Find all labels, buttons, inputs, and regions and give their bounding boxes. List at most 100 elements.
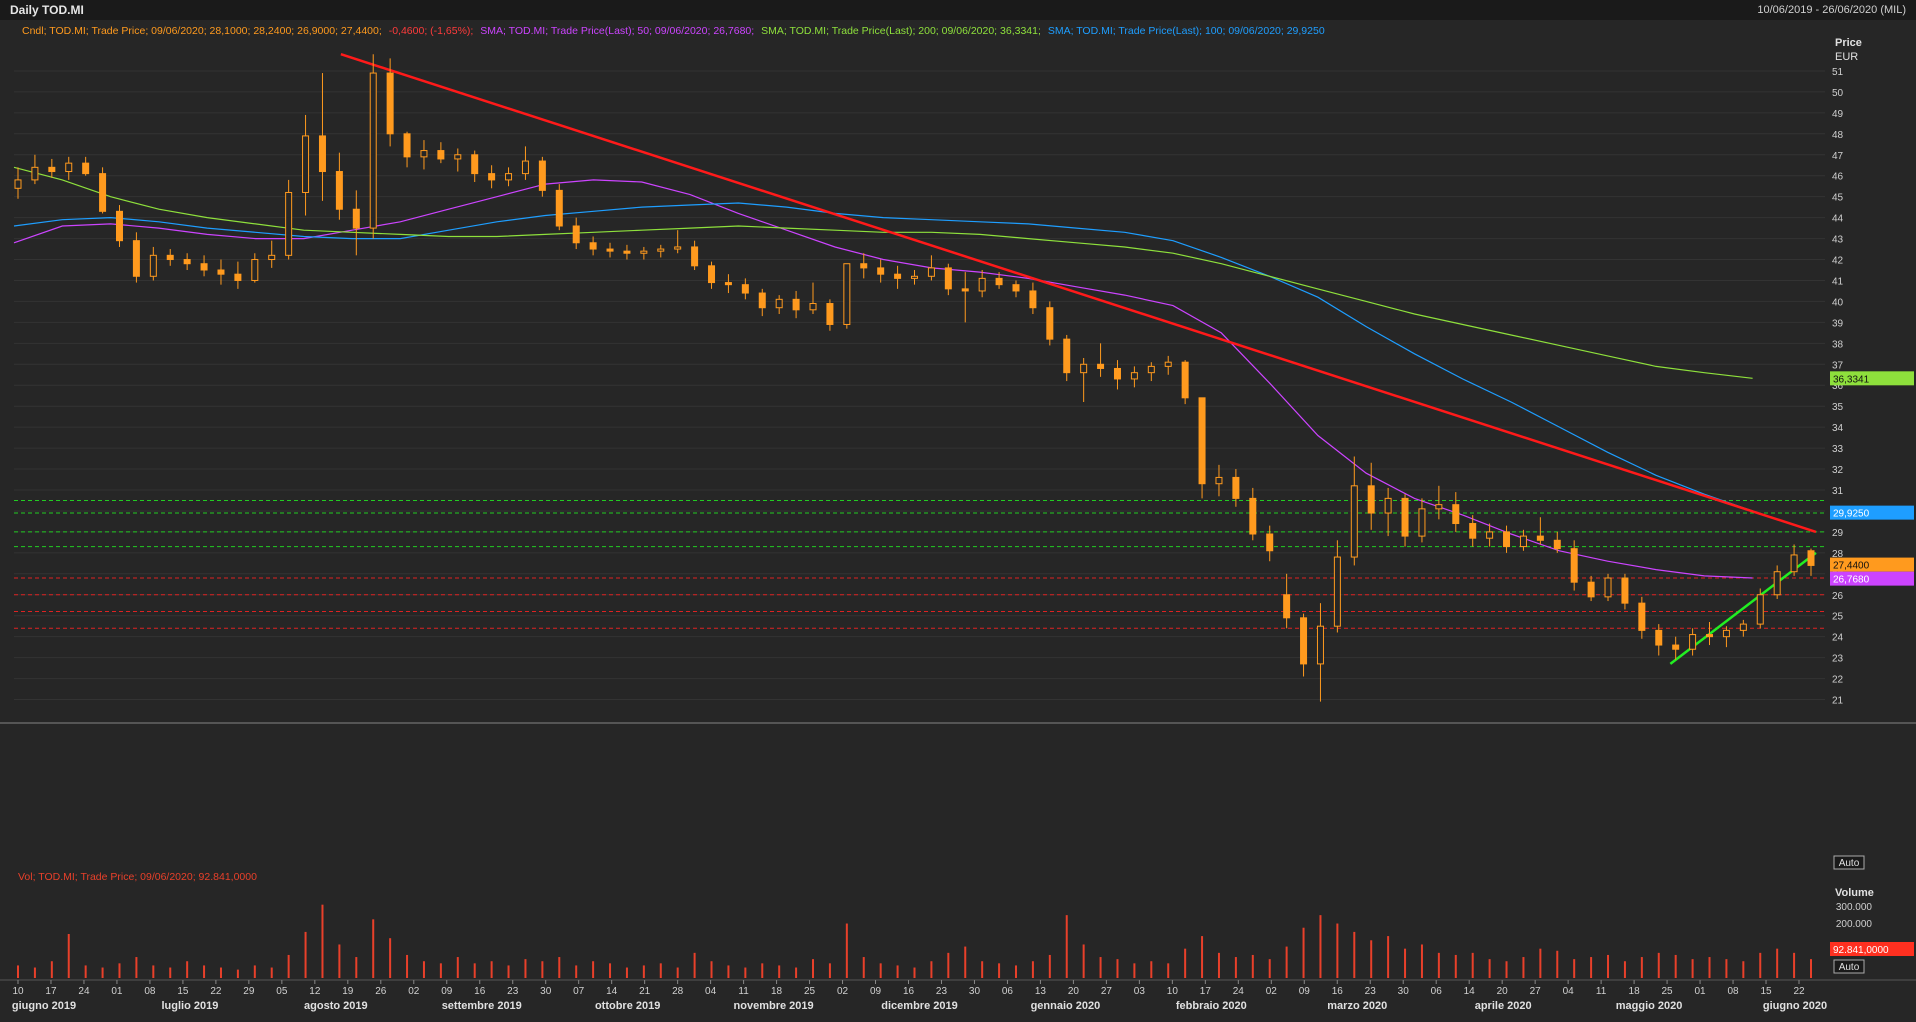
legend-candle: Cndl; TOD.MI; Trade Price; 09/06/2020; 2…: [22, 25, 1325, 37]
volume-bar: [1133, 963, 1136, 978]
volume-bar: [1082, 944, 1085, 978]
value-tag-text: 36,3341: [1833, 374, 1870, 385]
volume-bar: [1573, 959, 1576, 978]
candle-body: [572, 225, 580, 244]
price-axis-title: Price: [1835, 37, 1862, 49]
candle-body: [166, 254, 174, 261]
value-tag-text: 27,4400: [1833, 561, 1870, 572]
month-label: dicembre 2019: [881, 1000, 957, 1012]
price-chart[interactable]: 21 22 23 24 25 26 27 28 29 30 31 32 33 34 35 36 37 38 39 40…: [0, 20, 1916, 1022]
day-label: 14: [606, 986, 618, 997]
volume-bar: [710, 961, 713, 978]
day-label: 24: [1233, 986, 1245, 997]
candle-body: [14, 179, 22, 189]
candle-body: [369, 72, 377, 229]
candle-body: [538, 160, 546, 191]
auto-scale-button-volume[interactable]: Auto: [1833, 959, 1865, 974]
candle-body: [1469, 523, 1477, 539]
auto-scale-button-price[interactable]: Auto: [1833, 855, 1865, 870]
price-tick-label: 47: [1832, 151, 1844, 162]
downtrend-line: [340, 53, 1817, 534]
candle-body: [1655, 629, 1663, 646]
volume-bar: [676, 967, 679, 978]
candle-body: [403, 133, 411, 158]
month-label: aprile 2020: [1475, 1000, 1532, 1012]
day-label: 13: [1035, 986, 1047, 997]
day-label: 30: [540, 986, 552, 997]
sma-line-200: [13, 166, 1753, 379]
candle-body: [132, 240, 140, 277]
volume-bar: [1793, 952, 1796, 978]
volume-bar: [1691, 959, 1694, 978]
candle-body: [1722, 629, 1730, 638]
volume-bar: [1590, 957, 1593, 978]
candle-body: [1130, 372, 1138, 380]
volume-bar: [879, 963, 882, 978]
day-label: 02: [837, 986, 849, 997]
candle-body: [1503, 531, 1511, 548]
volume-bar: [101, 967, 104, 978]
volume-bar: [355, 957, 358, 978]
volume-bar: [1251, 954, 1254, 978]
day-label: 12: [309, 986, 321, 997]
volume-bar: [592, 961, 595, 978]
chart-title: Daily TOD.MI: [10, 3, 84, 17]
candle-body: [809, 303, 817, 311]
day-label: 03: [1134, 986, 1146, 997]
candle-body: [708, 265, 716, 284]
day-label: 02: [1266, 986, 1278, 997]
price-tick-label: 46: [1832, 172, 1844, 183]
day-label: 10: [12, 986, 24, 997]
price-tick-label: 32: [1832, 465, 1844, 476]
day-label: 21: [639, 986, 651, 997]
day-label: 26: [375, 986, 387, 997]
value-tag-sma100: [1830, 505, 1914, 520]
day-label: 29: [243, 986, 255, 997]
candle-body: [352, 208, 360, 229]
candle-body: [521, 160, 529, 175]
day-label: 30: [969, 986, 981, 997]
volume-bar: [152, 965, 155, 978]
price-tick-label: 40: [1832, 297, 1844, 308]
volume-bar: [575, 965, 578, 978]
volume-bar: [642, 965, 645, 978]
price-tick-label: 48: [1832, 130, 1844, 141]
date-range: 10/06/2019 - 26/06/2020 (MIL): [1757, 4, 1906, 16]
volume-bar: [1031, 961, 1034, 978]
candle-body: [1638, 602, 1646, 631]
candle-body: [99, 173, 107, 212]
price-tick-label: 25: [1832, 612, 1844, 623]
candle-body: [1097, 363, 1105, 369]
day-label: 18: [1629, 986, 1641, 997]
candle-body: [894, 273, 902, 279]
volume-bar: [1522, 957, 1525, 978]
candle-body: [1147, 365, 1155, 374]
volume-bar: [795, 967, 798, 978]
volume-bar: [896, 965, 899, 978]
candle-body: [961, 288, 969, 292]
day-label: 08: [144, 986, 156, 997]
candle-body: [691, 246, 699, 267]
volume-bar: [1387, 936, 1390, 978]
candle-body: [31, 166, 39, 181]
candle-body: [454, 154, 462, 160]
day-label: 17: [1200, 986, 1212, 997]
day-label: 04: [705, 986, 717, 997]
candle-body: [555, 189, 563, 227]
volume-bar: [456, 957, 459, 978]
volume-bar: [439, 963, 442, 978]
volume-bar: [1505, 961, 1508, 978]
volume-bar: [727, 965, 730, 978]
day-label: 06: [1002, 986, 1014, 997]
value-tag-text: 92.841,0000: [1833, 945, 1889, 956]
candle-body: [268, 254, 276, 261]
volume-bar: [1319, 915, 1322, 978]
day-label: 17: [45, 986, 57, 997]
month-label: agosto 2019: [304, 1000, 368, 1012]
volume-bar: [406, 954, 409, 978]
candle-body: [978, 277, 986, 292]
volume-bar: [203, 965, 206, 978]
volume-bar: [1742, 961, 1745, 978]
volume-bar: [473, 963, 476, 978]
value-tag-last: [1830, 557, 1914, 572]
